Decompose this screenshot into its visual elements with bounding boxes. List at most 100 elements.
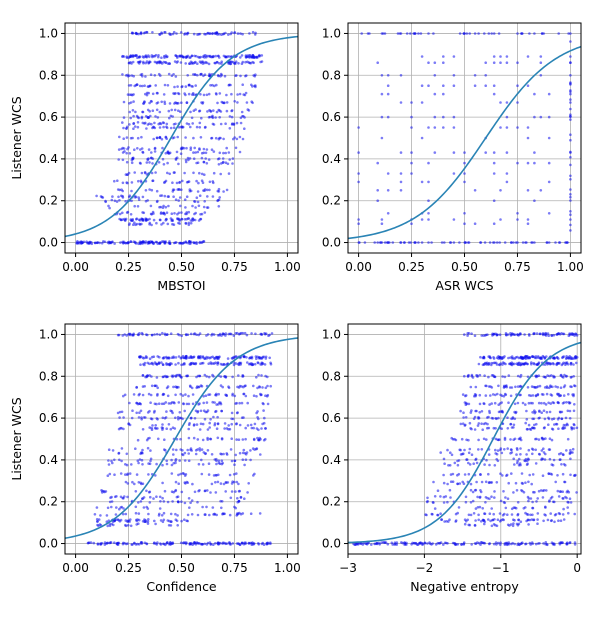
data-point (174, 416, 177, 420)
data-point (528, 427, 532, 431)
data-point (134, 195, 138, 199)
data-point (208, 72, 211, 76)
data-point (488, 241, 492, 244)
data-point (176, 332, 180, 336)
data-point (250, 426, 254, 430)
data-point (183, 33, 186, 36)
data-point (230, 109, 234, 112)
data-point (88, 241, 91, 245)
data-point (559, 458, 562, 461)
data-point (204, 513, 207, 516)
data-point (147, 518, 150, 521)
data-point (182, 55, 185, 59)
data-point (158, 512, 161, 516)
data-point (131, 219, 134, 222)
data-point (547, 401, 550, 405)
data-point (536, 363, 540, 366)
data-point (567, 501, 570, 504)
data-point (134, 241, 137, 245)
data-point (135, 83, 139, 86)
data-point (211, 195, 215, 198)
data-point (164, 31, 167, 34)
data-point (420, 218, 424, 221)
data-point (158, 495, 162, 499)
data-point (131, 109, 135, 112)
data-point (213, 84, 216, 88)
data-point (113, 519, 116, 523)
data-point (548, 448, 552, 451)
data-point (201, 438, 205, 442)
data-point (248, 54, 251, 57)
data-point (501, 375, 504, 378)
data-point (489, 394, 492, 397)
data-point (490, 481, 494, 484)
data-point (527, 499, 530, 503)
x-tick-label: 0.00 (345, 260, 372, 274)
data-point (230, 31, 233, 34)
data-point (172, 355, 175, 359)
data-point (483, 522, 486, 526)
data-point (544, 514, 547, 517)
data-point (513, 402, 517, 406)
data-point (223, 422, 227, 425)
data-point (242, 448, 246, 452)
data-point (181, 394, 185, 397)
data-point (247, 542, 251, 545)
data-point (199, 422, 203, 426)
data-point (510, 513, 514, 516)
data-point (103, 240, 107, 244)
data-point (461, 422, 465, 426)
data-point (121, 73, 124, 76)
data-point (145, 161, 149, 164)
data-point (189, 148, 192, 151)
data-point (499, 402, 502, 405)
data-point (399, 189, 403, 192)
data-point (153, 519, 156, 523)
data-point (203, 56, 206, 59)
data-point (136, 125, 140, 129)
data-point (493, 361, 497, 365)
data-point (137, 198, 141, 201)
data-point (130, 543, 133, 546)
data-point (196, 190, 200, 193)
data-point (225, 93, 228, 97)
data-point (464, 394, 467, 398)
data-point (261, 386, 264, 389)
data-point (439, 541, 443, 544)
data-point (549, 519, 553, 523)
data-point (376, 189, 380, 192)
data-point (214, 136, 218, 140)
data-point (553, 520, 556, 524)
data-point (148, 501, 152, 504)
data-point (151, 162, 154, 165)
data-point (244, 458, 248, 462)
data-point (181, 85, 184, 88)
data-point (207, 375, 211, 379)
data-point (526, 375, 530, 379)
data-point (516, 84, 519, 87)
data-point (212, 109, 215, 112)
data-point (460, 437, 464, 441)
data-point (376, 199, 380, 202)
data-point (141, 121, 145, 125)
data-point (188, 83, 191, 87)
data-point (216, 480, 220, 484)
data-point (175, 437, 179, 441)
data-point (493, 401, 497, 405)
data-point (440, 518, 444, 521)
data-point (476, 495, 479, 499)
data-point (449, 496, 452, 499)
data-point (464, 500, 468, 504)
data-point (238, 92, 242, 96)
data-point (221, 157, 225, 160)
data-point (118, 410, 122, 414)
data-point (474, 488, 478, 492)
data-point (161, 481, 164, 485)
data-point (209, 55, 212, 59)
data-point (214, 481, 217, 484)
data-point (200, 116, 203, 120)
data-point (205, 148, 209, 151)
data-point (76, 240, 79, 243)
data-point (179, 204, 182, 208)
data-point (559, 386, 563, 390)
